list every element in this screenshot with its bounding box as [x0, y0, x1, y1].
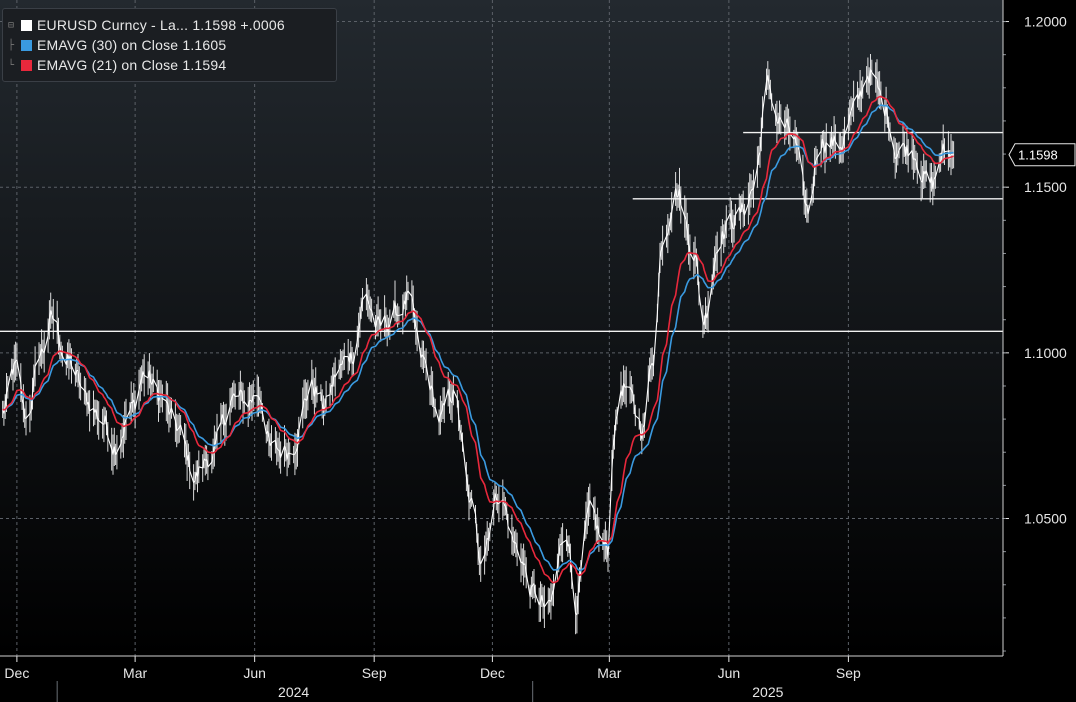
- legend-label-ema30: EMAVG (30) on Close 1.1605: [37, 37, 227, 53]
- legend-label-price: EURUSD Curncy - La... 1.1598 +.0006: [37, 17, 285, 33]
- ema-line-21: [2, 95, 954, 584]
- y-tick-label: 1.1000: [1024, 345, 1067, 361]
- tree-branch-end-icon: └: [7, 59, 15, 71]
- year-label: 2024: [278, 684, 309, 700]
- ema-series: [2, 95, 954, 584]
- y-tick-label: 1.1500: [1024, 179, 1067, 195]
- legend: ⊟ EURUSD Curncy - La... 1.1598 +.0006 ├ …: [2, 8, 337, 82]
- time-axis-background: [0, 656, 1003, 702]
- x-tick-label: Mar: [597, 665, 621, 681]
- last-price-label: 1.1598: [1018, 148, 1058, 163]
- tree-branch-icon: ├: [7, 39, 15, 51]
- last-price-flag: [1008, 143, 1076, 167]
- tree-collapse-icon[interactable]: ⊟: [7, 19, 15, 31]
- legend-label-ema21: EMAVG (21) on Close 1.1594: [37, 57, 227, 73]
- grid: [0, 0, 1003, 656]
- year-label: 2025: [752, 684, 783, 700]
- x-tick-label: Jun: [243, 665, 266, 681]
- plot-background: [0, 0, 1003, 656]
- y-tick-label: 1.2000: [1024, 14, 1067, 30]
- x-tick-label: Sep: [362, 665, 387, 681]
- price-swatch: [21, 19, 32, 31]
- legend-item-ema21: └ EMAVG (21) on Close 1.1594: [3, 55, 336, 75]
- ema30-swatch: [21, 39, 32, 51]
- x-tick-label: Sep: [836, 665, 861, 681]
- price-series: [2, 54, 955, 635]
- x-tick-label: Mar: [123, 665, 147, 681]
- ema21-swatch: [21, 59, 32, 71]
- x-tick-label: Dec: [480, 665, 505, 681]
- x-tick-label: Jun: [718, 665, 741, 681]
- last-price-group: 1.1598: [1008, 143, 1076, 167]
- legend-item-price: ⊟ EURUSD Curncy - La... 1.1598 +.0006: [3, 15, 336, 35]
- axis-background: [1003, 0, 1076, 702]
- x-tick-label: Dec: [4, 665, 29, 681]
- legend-item-ema30: ├ EMAVG (30) on Close 1.1605: [3, 35, 336, 55]
- ema-line-30: [2, 104, 954, 572]
- y-tick-label: 1.0500: [1024, 511, 1067, 527]
